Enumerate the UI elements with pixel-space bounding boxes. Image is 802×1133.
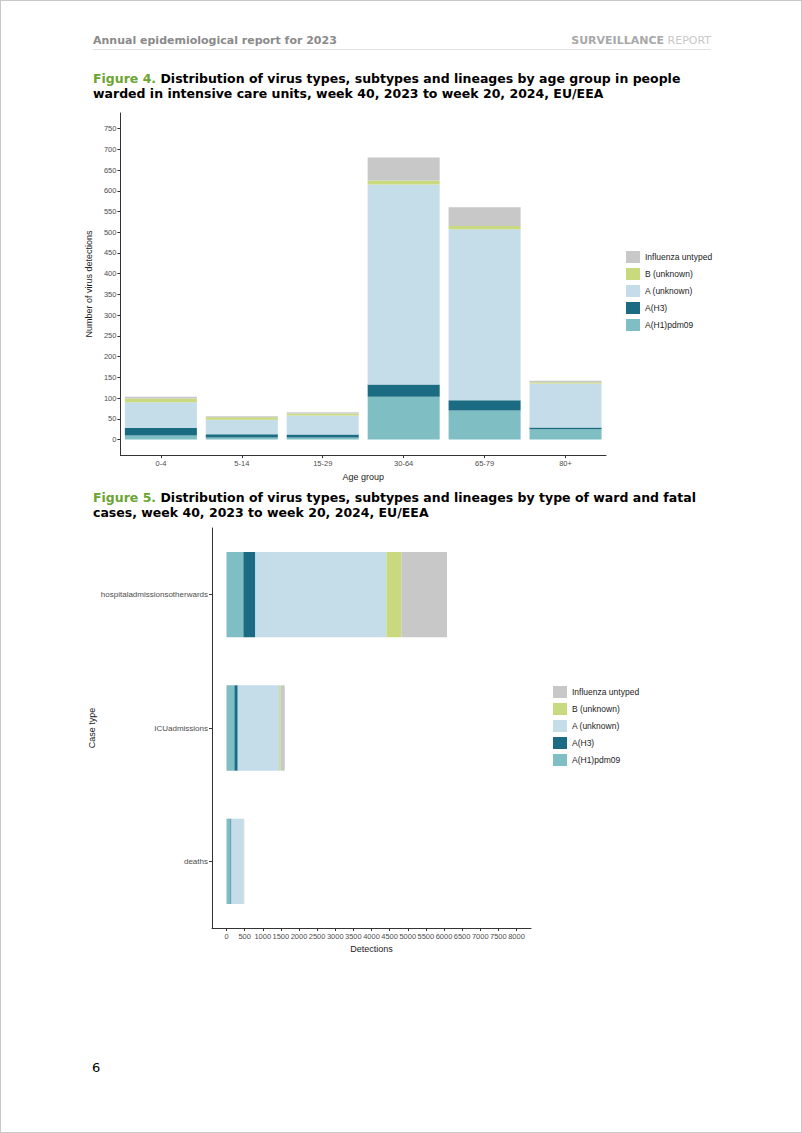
svg-text:6500: 6500 — [454, 932, 471, 941]
svg-text:30-64: 30-64 — [394, 459, 413, 468]
svg-text:0: 0 — [224, 932, 228, 941]
svg-text:150: 150 — [104, 373, 117, 382]
svg-text:5500: 5500 — [418, 932, 435, 941]
svg-text:1500: 1500 — [273, 932, 290, 941]
svg-text:Influenza untyped: Influenza untyped — [572, 687, 639, 697]
html-text:Figure 5. Distribution of viru: Figure 5. Distribution of virus types, s… — [93, 490, 696, 520]
svg-text:100: 100 — [104, 394, 117, 403]
svg-text:A(H3): A(H3) — [645, 303, 667, 313]
svg-text:deaths: deaths — [184, 857, 208, 866]
html-text:Figure 4. Distribution of viru: Figure 4. Distribution of virus types, s… — [93, 71, 681, 101]
svg-text:650: 650 — [104, 166, 117, 175]
svg-text:65-79: 65-79 — [475, 459, 494, 468]
svg-text:550: 550 — [104, 207, 117, 216]
svg-text:A(H1)pdm09: A(H1)pdm09 — [645, 320, 693, 330]
svg-text:250: 250 — [104, 331, 117, 340]
html-text:Annual epidemiological report: Annual epidemiological report for 2023 — [93, 34, 337, 47]
svg-text:3000: 3000 — [327, 932, 344, 941]
svg-text:Age group: Age group — [342, 472, 384, 482]
svg-text:0-4: 0-4 — [155, 459, 166, 468]
svg-text:450: 450 — [104, 248, 117, 257]
html-text:6: 6 — [92, 1060, 101, 1075]
svg-text:0: 0 — [112, 435, 116, 444]
svg-text:2500: 2500 — [309, 932, 326, 941]
svg-text:500: 500 — [104, 228, 117, 237]
svg-text:6000: 6000 — [436, 932, 453, 941]
svg-text:700: 700 — [104, 145, 117, 154]
svg-text:50: 50 — [108, 414, 116, 423]
svg-text:hospitaladmissionsotherwards: hospitaladmissionsotherwards — [101, 590, 208, 599]
html-text:SURVEILLANCE REPORT: SURVEILLANCE REPORT — [571, 34, 711, 47]
svg-text:Influenza untyped: Influenza untyped — [645, 252, 712, 262]
svg-text:1000: 1000 — [254, 932, 271, 941]
svg-text:300: 300 — [104, 311, 117, 320]
svg-text:7000: 7000 — [472, 932, 489, 941]
svg-text:4500: 4500 — [381, 932, 398, 941]
svg-text:A(H3): A(H3) — [572, 738, 594, 748]
svg-text:3500: 3500 — [345, 932, 362, 941]
svg-text:A (unknown): A (unknown) — [645, 286, 692, 296]
svg-text:B (unknown): B (unknown) — [572, 704, 620, 714]
svg-text:200: 200 — [104, 352, 117, 361]
svg-text:Detections: Detections — [350, 944, 393, 954]
svg-text:350: 350 — [104, 290, 117, 299]
svg-text:15-29: 15-29 — [313, 459, 332, 468]
svg-text:500: 500 — [238, 932, 251, 941]
svg-text:4000: 4000 — [363, 932, 380, 941]
svg-text:7500: 7500 — [490, 932, 507, 941]
svg-text:A(H1)pdm09: A(H1)pdm09 — [572, 755, 620, 765]
svg-text:8000: 8000 — [508, 932, 525, 941]
svg-text:750: 750 — [104, 124, 117, 133]
svg-text:A (unknown): A (unknown) — [572, 721, 619, 731]
svg-text:Case type: Case type — [87, 708, 97, 749]
svg-text:Number of virus detections: Number of virus detections — [84, 230, 94, 338]
svg-text:5-14: 5-14 — [234, 459, 249, 468]
svg-text:80+: 80+ — [559, 459, 572, 468]
svg-text:ICUadmissions: ICUadmissions — [154, 724, 208, 733]
svg-text:B (unknown): B (unknown) — [645, 269, 693, 279]
svg-text:400: 400 — [104, 269, 117, 278]
svg-text:600: 600 — [104, 186, 117, 195]
svg-text:5000: 5000 — [399, 932, 416, 941]
svg-text:2000: 2000 — [291, 932, 308, 941]
